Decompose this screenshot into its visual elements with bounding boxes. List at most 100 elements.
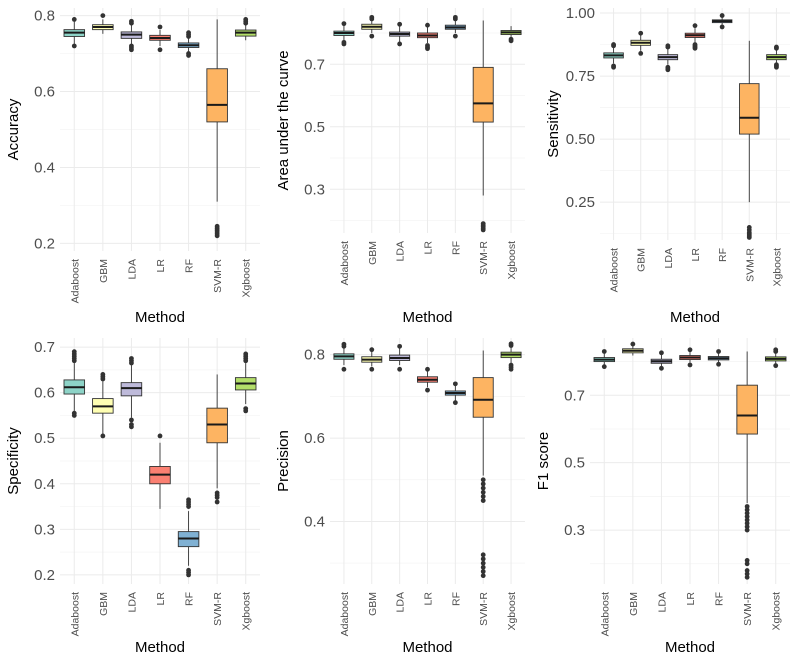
x-tick-label: LDA — [126, 259, 138, 279]
outlier-point — [71, 16, 77, 22]
outlier-point — [397, 343, 403, 349]
y-axis-title: Precision — [275, 430, 292, 492]
box-body — [472, 66, 494, 123]
x-tick-label: GBM — [367, 592, 379, 616]
y-tick-label: 0.3 — [564, 522, 585, 539]
outlier-point — [480, 556, 486, 562]
outlier-point — [480, 221, 486, 227]
outlier-point — [744, 527, 750, 533]
box-rf — [444, 14, 466, 39]
outlier-point — [480, 569, 486, 574]
accuracy-panel: 0.2 0.4 0.6 0.8 Adaboost GBM LDA LR RF SVM-R Xgboo… — [5, 8, 260, 326]
outlier-point — [659, 365, 664, 371]
y-tick-label: 0.4 — [304, 513, 325, 530]
outlier-point — [687, 347, 693, 353]
box-rf — [177, 497, 200, 578]
outlier-point — [480, 477, 486, 483]
outlier-point — [452, 400, 458, 406]
outlier-point — [129, 417, 134, 423]
box-lr — [679, 347, 701, 368]
outlier-point — [508, 341, 514, 347]
x-tick-label: SVM-R — [744, 248, 756, 282]
outlier-point — [425, 387, 430, 393]
box-adaboost — [603, 42, 624, 70]
outlier-point — [397, 21, 403, 27]
sensitivity-panel: 0.25 0.50 0.75 1.00 Adaboost GBM LDA LR RF SVM-R X… — [545, 5, 790, 326]
x-tick-label: GBM — [367, 241, 379, 265]
box-lda — [389, 343, 411, 372]
x-tick-label: Xgboost — [241, 592, 253, 631]
outlier-point — [341, 341, 347, 347]
x-tick-label: Adaboost — [599, 592, 611, 636]
outlier-point — [452, 14, 458, 20]
y-tick-label: 0.50 — [566, 131, 595, 148]
outlier-point — [129, 422, 134, 427]
outlier-point — [744, 571, 750, 577]
x-axis-title: Method — [135, 309, 185, 326]
box-xgboost — [234, 351, 257, 414]
x-tick-label: Adaboost — [69, 592, 81, 636]
outlier-point — [425, 22, 430, 28]
x-tick-label: Adaboost — [609, 248, 621, 292]
box-adaboost — [63, 16, 86, 49]
y-tick-label: 0.7 — [304, 56, 325, 73]
x-tick-label: GBM — [98, 592, 110, 616]
y-tick-label: 0.2 — [34, 235, 55, 252]
box-gbm — [92, 372, 114, 439]
x-tick-label: Xgboost — [241, 259, 253, 298]
outlier-point — [214, 499, 220, 505]
y-tick-label: 0.6 — [34, 84, 55, 101]
outlier-point — [744, 517, 750, 523]
outlier-point — [611, 42, 616, 47]
outlier-point — [774, 62, 779, 68]
box-adaboost — [63, 349, 86, 418]
box-xgboost — [234, 16, 257, 41]
outlier-point — [186, 567, 191, 573]
outlier-point — [692, 23, 698, 29]
outlier-point — [508, 36, 514, 42]
y-tick-label: 0.6 — [304, 430, 325, 447]
y-axis-title: F1 score — [535, 432, 552, 490]
box-body — [472, 377, 494, 418]
box-lr — [417, 366, 438, 393]
x-tick-label: Xgboost — [771, 248, 783, 287]
box-lda — [657, 43, 679, 73]
x-tick-label: LR — [690, 248, 702, 262]
box-xgboost — [500, 26, 522, 44]
outlier-point — [100, 13, 106, 18]
outlier-point — [744, 561, 750, 567]
outlier-point — [692, 42, 698, 47]
box-gbm — [361, 14, 383, 39]
x-tick-label: GBM — [636, 248, 648, 272]
x-axis-title: Method — [670, 309, 720, 326]
outlier-point — [71, 43, 77, 49]
x-tick-label: Xgboost — [506, 592, 518, 631]
y-tick-label: 0.4 — [34, 476, 55, 493]
outlier-point — [719, 24, 725, 30]
box-rf — [707, 349, 730, 367]
outlier-point — [452, 381, 458, 387]
x-tick-label: LDA — [126, 592, 138, 612]
box-gbm — [92, 13, 114, 34]
box-xgboost — [500, 341, 522, 372]
x-tick-label: RF — [184, 592, 196, 606]
box-lda — [650, 350, 673, 371]
x-tick-label: RF — [450, 241, 462, 255]
box-lr — [149, 24, 171, 53]
outlier-point — [186, 497, 191, 503]
y-tick-label: 0.7 — [564, 387, 585, 404]
box-svm-r — [472, 20, 494, 233]
x-tick-label: RF — [714, 592, 726, 606]
y-tick-label: 1.00 — [566, 5, 595, 22]
outlier-point — [744, 568, 750, 573]
box-lr — [684, 23, 706, 51]
box-adaboost — [333, 341, 355, 372]
outlier-point — [744, 574, 750, 580]
x-tick-label: LDA — [395, 592, 407, 612]
x-tick-label: Xgboost — [771, 592, 783, 631]
outlier-point — [746, 224, 752, 230]
outlier-point — [719, 13, 725, 18]
specificity-panel: 0.2 0.3 0.4 0.5 0.6 0.7 Adaboost GBM LDA LR RF SVM-… — [5, 338, 260, 656]
y-tick-label: 0.25 — [566, 194, 595, 211]
precision-panel: 0.4 0.6 0.8 Adaboost GBM LDA LR RF SVM-R Xgboost M… — [275, 338, 525, 656]
